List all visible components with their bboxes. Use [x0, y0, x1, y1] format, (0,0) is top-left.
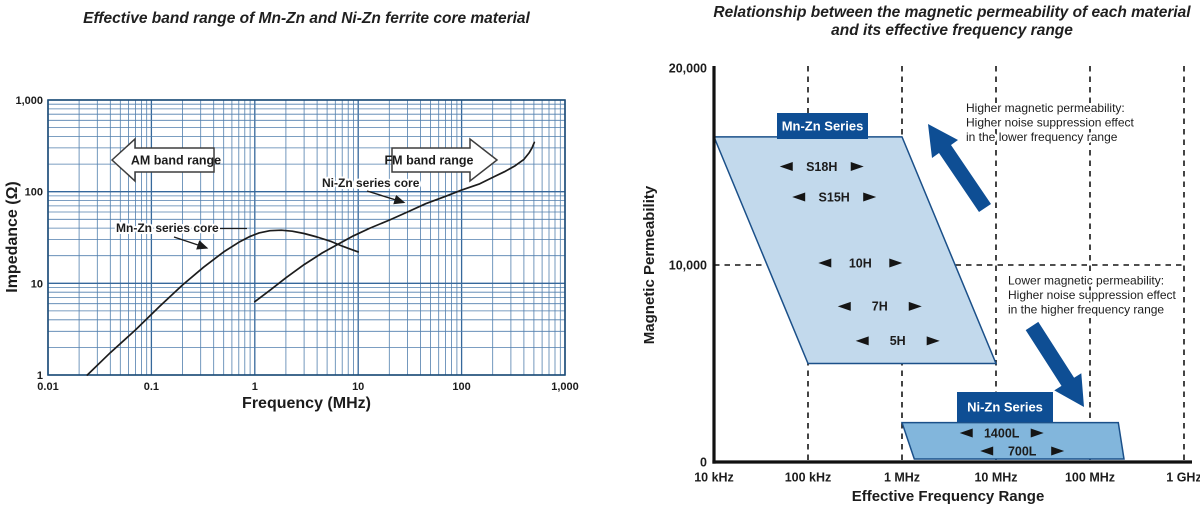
annotation-line: in the lower frequency range [966, 130, 1118, 144]
left-chart: AM band range FM band range Mn-Zn series c… [4, 95, 579, 412]
svg-text:1400L: 1400L [984, 426, 1020, 440]
left-triangle-icon [959, 428, 973, 438]
left-triangle-icon [980, 446, 994, 456]
right-x-tick: 100 MHz [1065, 471, 1115, 485]
impedance-curve-mn-zn [86, 229, 360, 376]
left-x-tick: 0.1 [144, 381, 159, 393]
left-x-tick: 10 [352, 381, 364, 393]
svg-text:10H: 10H [849, 256, 872, 270]
mn-zn-label-arrow [173, 236, 209, 250]
svg-text:AM band range: AM band range [131, 154, 221, 168]
svg-text:S18H: S18H [806, 160, 837, 174]
fm-band-arrow: FM band range [385, 137, 499, 183]
right-x-tick: 1 GHz [1166, 471, 1200, 485]
mn-zn-box-rect [777, 113, 868, 139]
ni-zn-series-box: Ni-Zn Series [957, 392, 1053, 422]
annotation-line: Higher noise suppression effect [966, 116, 1135, 130]
right-triangle-icon [908, 301, 922, 311]
region-ni-zn [900, 421, 1125, 460]
annotation-line: Higher noise suppression effect [1008, 288, 1177, 302]
material-label-700L: 700L [980, 444, 1065, 458]
right-triangle-icon [889, 258, 903, 268]
annotation-line: Higher magnetic permeability: [966, 101, 1125, 115]
material-label-S15H: S15H [792, 190, 877, 204]
right-y-tick: 0 [700, 456, 707, 470]
right-chart-title: Relationship between the magnetic permea… [704, 4, 1200, 40]
right-x-tick: 10 MHz [974, 471, 1017, 485]
left-triangle-icon [855, 336, 869, 346]
right-xaxis-title: Effective Frequency Range [852, 488, 1045, 505]
left-x-tick: 1 [252, 381, 258, 393]
left-x-tick: 100 [452, 381, 470, 393]
right-chart-title-line2: and its effective frequency range [831, 22, 1073, 39]
impedance-curve-ni-zn [253, 141, 536, 303]
right-chart-title-line1: Relationship between the magnetic permea… [713, 4, 1191, 21]
svg-text:Mn-Zn Series: Mn-Zn Series [782, 119, 864, 134]
svg-text:7H: 7H [872, 300, 888, 314]
right-chart: S18H S15H 10H 7H 5H 1400L 700L Mn-Zn Series Ni-Z… [641, 62, 1200, 506]
left-xaxis-title: Frequency (MHz) [242, 395, 371, 412]
left-block-arrow-shape [110, 137, 215, 183]
left-yaxis-title: Impedance (Ω) [4, 181, 21, 293]
left-chart-title: Effective band range of Mn-Zn and Ni-Zn … [83, 10, 530, 27]
right-triangle-icon [863, 192, 877, 202]
svg-text:FM band range: FM band range [385, 154, 474, 168]
down-right-trend-arrow [1025, 321, 1084, 407]
left-triangle-icon [792, 192, 806, 202]
svg-text:Ni-Zn series core: Ni-Zn series core [322, 176, 420, 190]
annotation-line: in the higher frequency range [1008, 303, 1164, 317]
am-band-arrow: AM band range [110, 137, 221, 183]
right-x-tick: 10 kHz [694, 471, 734, 485]
left-triangle-icon [779, 162, 793, 171]
up-left-trend-arrow [928, 124, 991, 212]
mn-zn-series-box: Mn-Zn Series [777, 113, 868, 139]
left-x-tick: 0.01 [37, 381, 58, 393]
svg-text:700L: 700L [1008, 444, 1037, 458]
ni-zn-box-rect [957, 392, 1053, 422]
svg-text:S15H: S15H [819, 190, 850, 204]
material-label-1400L: 1400L [959, 426, 1044, 440]
svg-text:Ni-Zn Series: Ni-Zn Series [967, 400, 1043, 415]
right-triangle-icon [850, 162, 864, 171]
material-label-7H: 7H [837, 300, 922, 314]
left-y-tick: 100 [25, 187, 43, 199]
left-y-tick: 1,000 [15, 95, 43, 107]
left-triangle-icon [818, 258, 832, 268]
svg-text:Mn-Zn series core: Mn-Zn series core [116, 221, 219, 235]
left-triangle-icon [837, 301, 851, 311]
svg-text:5H: 5H [890, 334, 906, 348]
right-triangle-icon [1030, 428, 1044, 438]
material-label-10H: 10H [818, 256, 903, 270]
right-block-arrow-shape [391, 137, 499, 183]
left-x-tick: 1,000 [551, 381, 579, 393]
left-plot-border [47, 99, 566, 376]
right-y-tick: 20,000 [669, 62, 707, 76]
material-label-S18H: S18H [779, 160, 864, 174]
right-yaxis-title: Magnetic Permeability [641, 185, 658, 344]
right-x-tick: 100 kHz [785, 471, 832, 485]
right-y-tick: 10,000 [669, 259, 707, 273]
annotation-line: Lower magnetic permeability: [1008, 274, 1164, 288]
left-log-grid [47, 99, 566, 376]
material-label-5H: 5H [855, 334, 940, 348]
right-triangle-icon [1051, 446, 1065, 456]
right-x-tick: 1 MHz [884, 471, 920, 485]
right-triangle-icon [926, 336, 940, 346]
left-y-tick: 10 [31, 278, 43, 290]
left-y-tick: 1 [37, 370, 43, 382]
ni-zn-label-arrow [366, 190, 406, 205]
